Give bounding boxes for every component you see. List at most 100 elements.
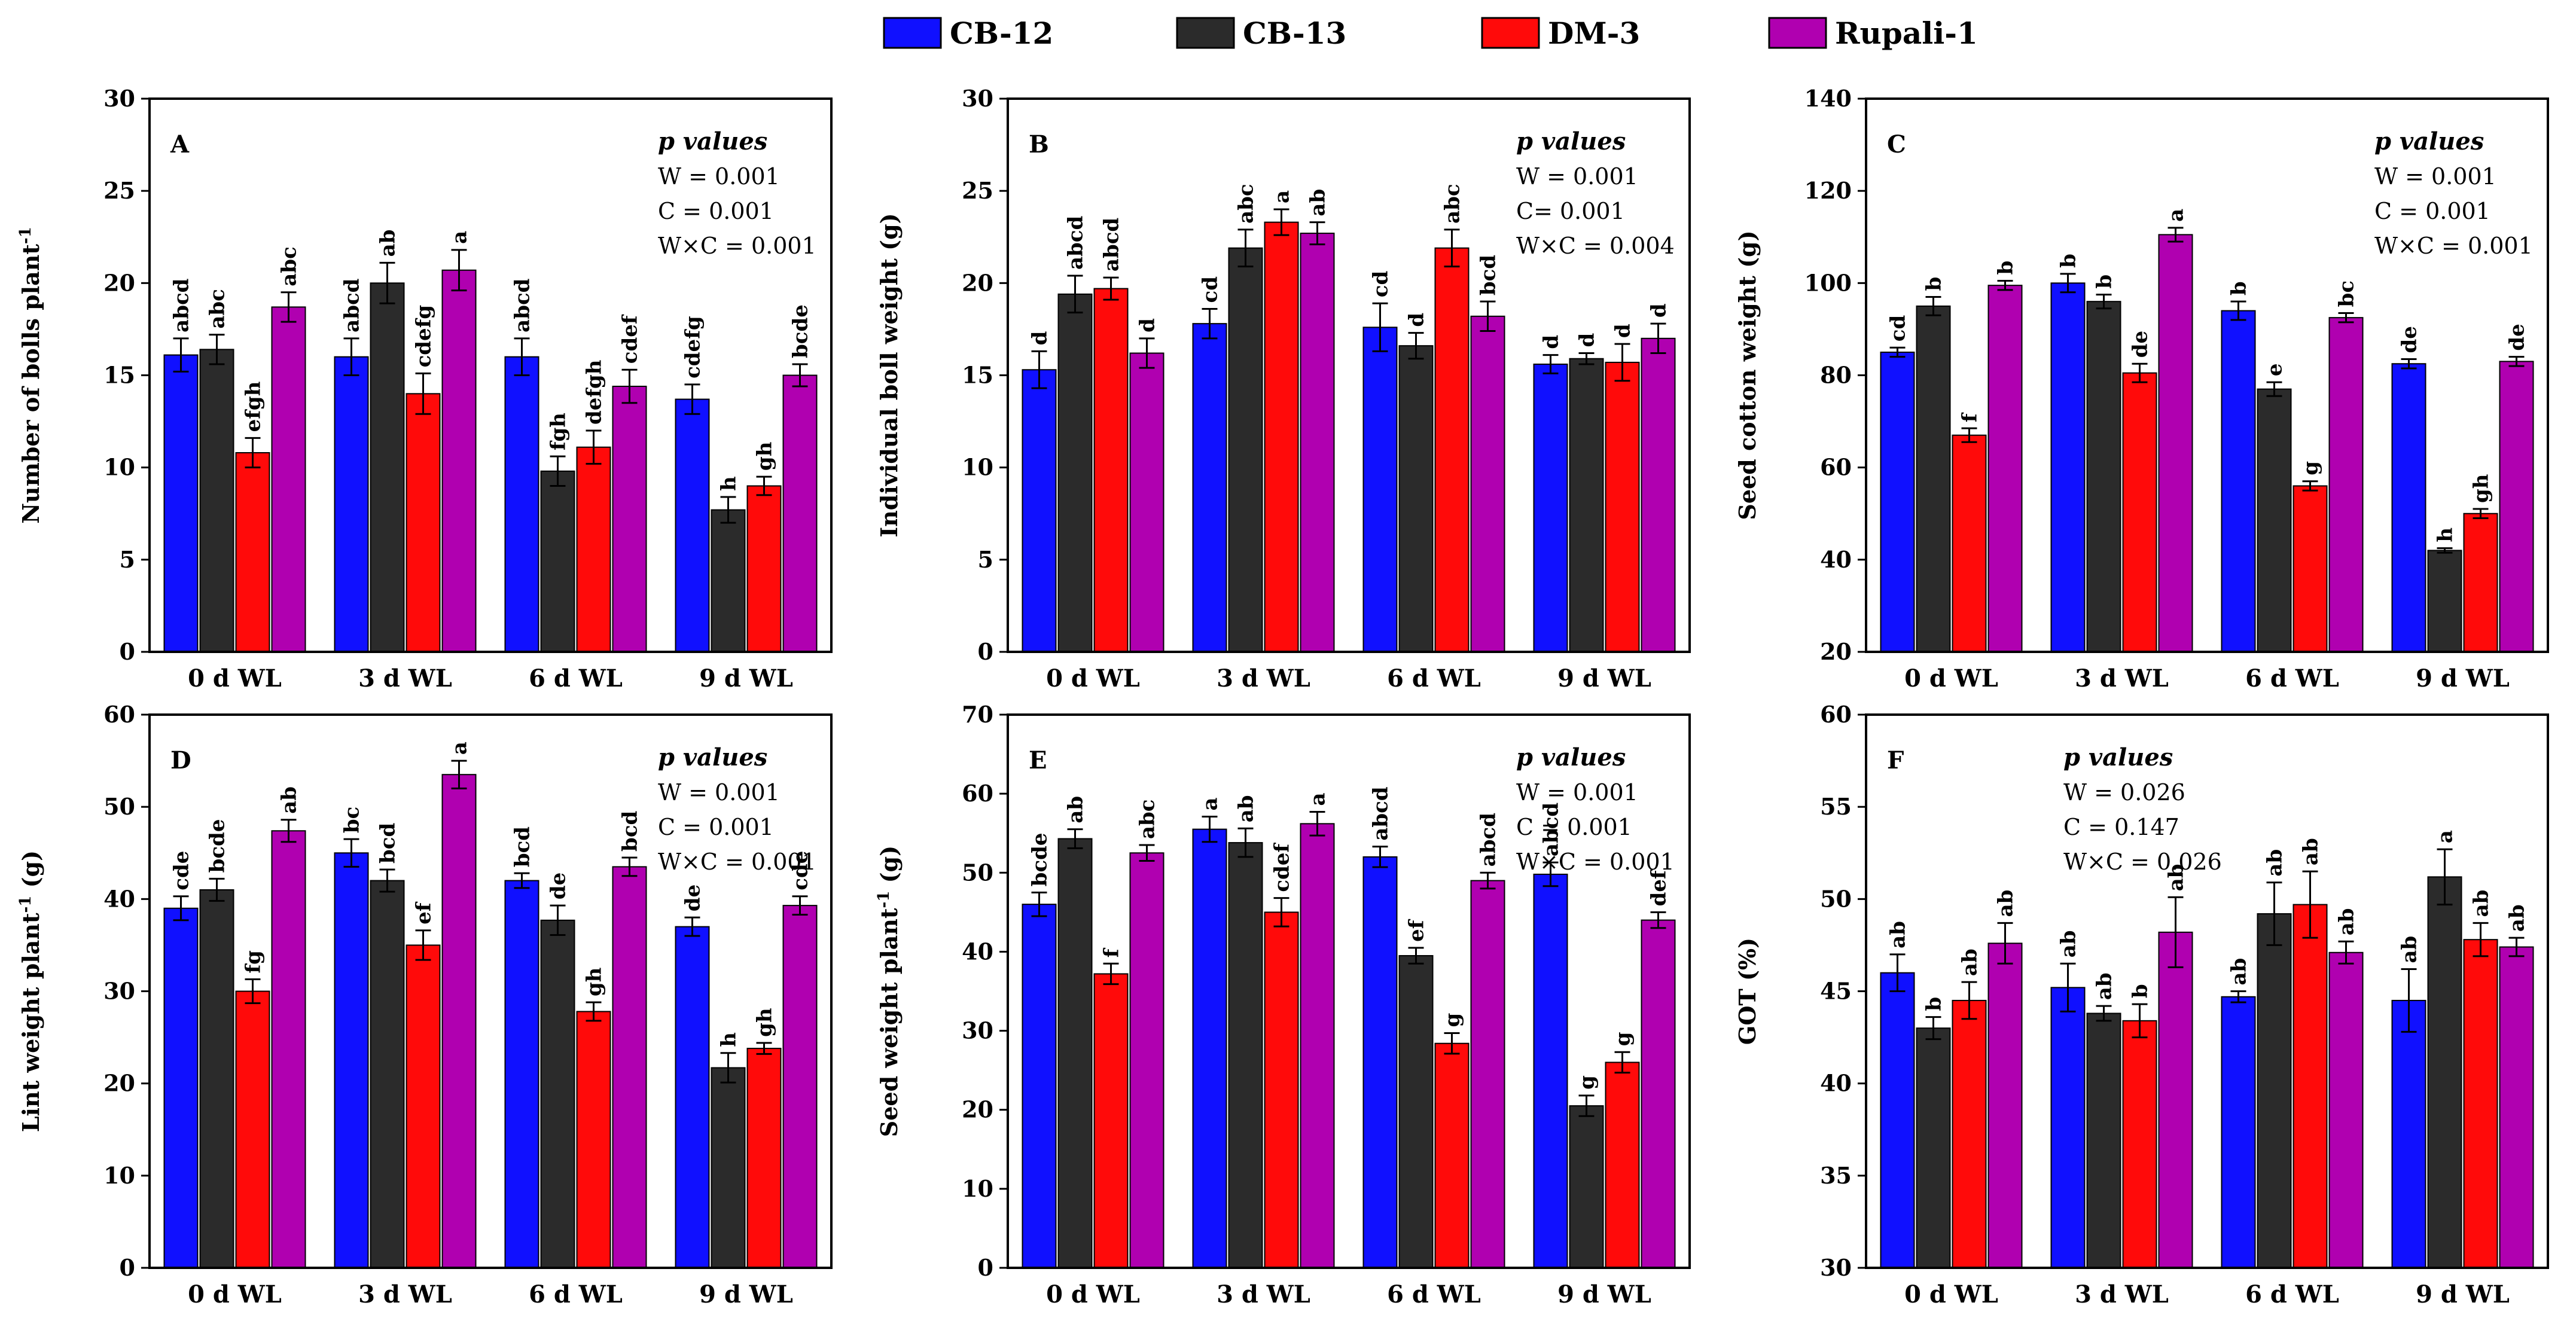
panel-d-bar-cb-12 <box>675 926 710 1269</box>
panel-d-stats-line: C = 0.001 <box>658 814 774 840</box>
panel-d-bar-dm-3 <box>235 990 270 1268</box>
panel-b-sig-letter: abcd <box>1064 216 1088 270</box>
panel-b-sig-letter: d <box>1647 303 1671 318</box>
panel-c-bar-cb-13 <box>1916 305 1951 652</box>
panel-d-bar-cb-12 <box>334 852 369 1268</box>
panel-b-bar-cb-13 <box>1569 358 1604 652</box>
panel-d-sig-letter: fg <box>242 950 266 973</box>
panel-d-sig-letter: h <box>717 1032 741 1047</box>
panel-d-bar-dm-3 <box>746 1048 782 1268</box>
panel-d-bar-cb-12 <box>163 907 199 1268</box>
panel-f-sig-letter: ab <box>2299 838 2323 865</box>
panel-c-sig-letter: de <box>2505 324 2529 350</box>
panel-a-bar-cb-12 <box>675 398 710 652</box>
panel-e-sig-letter: g <box>1575 1075 1599 1090</box>
panel-d-axes-frame <box>148 713 833 1269</box>
panel-f-stats-title: p values <box>2063 743 2173 771</box>
panel-b-bar-cb-13 <box>1398 345 1434 652</box>
panel-e-bar-cb-12 <box>1022 904 1057 1268</box>
panel-b-bar-rupali-1 <box>1129 352 1164 652</box>
panel-f-letter: F <box>1887 746 1904 774</box>
panel-f-bar-cb-13 <box>2427 876 2462 1269</box>
panel-c-bar-dm-3 <box>2463 513 2498 652</box>
panel-a-ytick-label: 15 <box>103 362 135 389</box>
panel-e-stats-line: W×C = 0.001 <box>1516 849 1675 875</box>
panel-c-stats-title: p values <box>2374 127 2484 155</box>
panel-c-bar-rupali-1 <box>1987 285 2023 652</box>
panel-f-bar-dm-3 <box>1952 999 1987 1269</box>
panel-a-category-label: 0 d WL <box>188 664 282 693</box>
panel-c-ylabel-text: Seed cotton weight (g) <box>1734 230 1761 520</box>
panel-b-category-label: 9 d WL <box>1557 664 1651 693</box>
panel-b-sig-letter: bcd <box>1477 255 1501 295</box>
panel-c-sig-letter: b <box>2227 281 2251 295</box>
panel-a-sig-letter: abc <box>278 246 301 286</box>
panel-e-category-label: 3 d WL <box>1217 1280 1310 1309</box>
panel-f-sig-letter: b <box>2129 984 2153 998</box>
panel-e-bar-cb-13 <box>1398 955 1434 1268</box>
panel-e-ytick-label: 20 <box>962 1096 993 1123</box>
panel-b-axes-frame <box>1007 97 1691 653</box>
panel-e-ytick-label: 70 <box>962 701 993 728</box>
panel-c-bar-rupali-1 <box>2328 317 2364 653</box>
panel-f-sig-letter: ab <box>2263 849 2287 877</box>
panel-f-bar-rupali-1 <box>2158 931 2193 1269</box>
panel-b-bar-dm-3 <box>1093 288 1129 653</box>
panel-d-sig-letter: bc <box>340 807 364 833</box>
panel-b-stats-line: W = 0.001 <box>1516 163 1638 190</box>
panel-c-ylabel: Seed cotton weight (g) <box>1734 230 1761 520</box>
panel-a-bar-rupali-1 <box>782 374 818 652</box>
panel-b-bar-cb-13 <box>1228 247 1263 652</box>
panel-c-ytick-label: 80 <box>1820 362 1852 389</box>
panel-f-bar-cb-12 <box>2050 987 2086 1268</box>
panel-a-sig-letter: cdef <box>618 314 642 364</box>
panel-b-bar-rupali-1 <box>1641 337 1676 653</box>
panel-c-category-label: 0 d WL <box>1904 664 1998 693</box>
legend: CB-12 CB-13 DM-3 Rupali-1 <box>883 16 1978 51</box>
panel-b-sig-letter: d <box>1136 318 1160 333</box>
panel-f-bar-cb-13 <box>2257 913 2292 1268</box>
panel-b-sig-letter: d <box>1575 333 1599 347</box>
panel-d-ytick-label: 40 <box>103 885 135 912</box>
panel-a-sig-letter: abcd <box>511 279 535 333</box>
panel-e-sig-letter: ab <box>1064 796 1088 823</box>
panel-b-bar-cb-12 <box>1533 364 1568 652</box>
panel-d-ylabel-sup: -1 <box>17 896 35 913</box>
panel-a-sig-letter: abc <box>206 289 230 329</box>
panel-b-bar-dm-3 <box>1264 221 1299 653</box>
panel-e-stats-line: C = 0.001 <box>1516 814 1632 840</box>
panel-a-sig-letter: ab <box>376 230 400 257</box>
panel-d-bar-cb-12 <box>504 880 539 1268</box>
panel-a-sig-letter: h <box>717 476 741 491</box>
panel-f-ytick-label: 30 <box>1820 1254 1852 1281</box>
panel-d-sig-letter: bcd <box>376 823 400 864</box>
panel-d-bar-cb-13 <box>370 880 405 1268</box>
panel-b-chart: 0 5 10 15 20 25 30 Individual boll weight (g) 0 … <box>876 85 1691 693</box>
panel-f-axes-frame <box>1865 713 2549 1269</box>
panel-b-sig-letter: abcd <box>1100 218 1124 272</box>
legend-swatch-2 <box>1176 17 1235 49</box>
panel-c-sig-letter: h <box>2434 527 2458 542</box>
legend-label-1: CB-12 <box>950 16 1053 51</box>
panel-e-sig-letter: bcde <box>1028 832 1052 886</box>
panel-a-bar-dm-3 <box>406 393 441 652</box>
panel-b-bar-dm-3 <box>1434 247 1470 652</box>
panel-a-ylabel-sup: -1 <box>17 227 35 244</box>
panel-b-bar-cb-12 <box>1192 323 1227 652</box>
panel-d-ytick-label: 50 <box>103 793 135 820</box>
panel-f-category-label: 9 d WL <box>2416 1280 2510 1309</box>
panel-f-ytick-label: 55 <box>1820 793 1852 820</box>
panel-b-ytick-label: 20 <box>962 269 993 296</box>
panel-b-ylabel-text: Individual boll weight (g) <box>876 213 903 537</box>
panel-a-sig-letter: bcde <box>789 304 813 358</box>
panel-e-bar-cb-12 <box>1192 828 1227 1269</box>
panel-d-category-label: 0 d WL <box>188 1280 282 1309</box>
panel-b-ytick-label: 10 <box>962 454 993 481</box>
panel-d-sig-letter: bcde <box>206 819 230 873</box>
panel-e-ytick-label: 10 <box>962 1175 993 1202</box>
panel-a-bar-cb-12 <box>163 354 199 652</box>
panel-e-ytick-label: 60 <box>962 780 993 807</box>
panel-c-bar-dm-3 <box>2122 372 2157 652</box>
panel-e: 0 10 20 30 40 50 60 70 Seed weight plant-1 (g) 0 … <box>858 691 1708 1337</box>
panel-a-sig-letter: cdefg <box>412 305 436 368</box>
